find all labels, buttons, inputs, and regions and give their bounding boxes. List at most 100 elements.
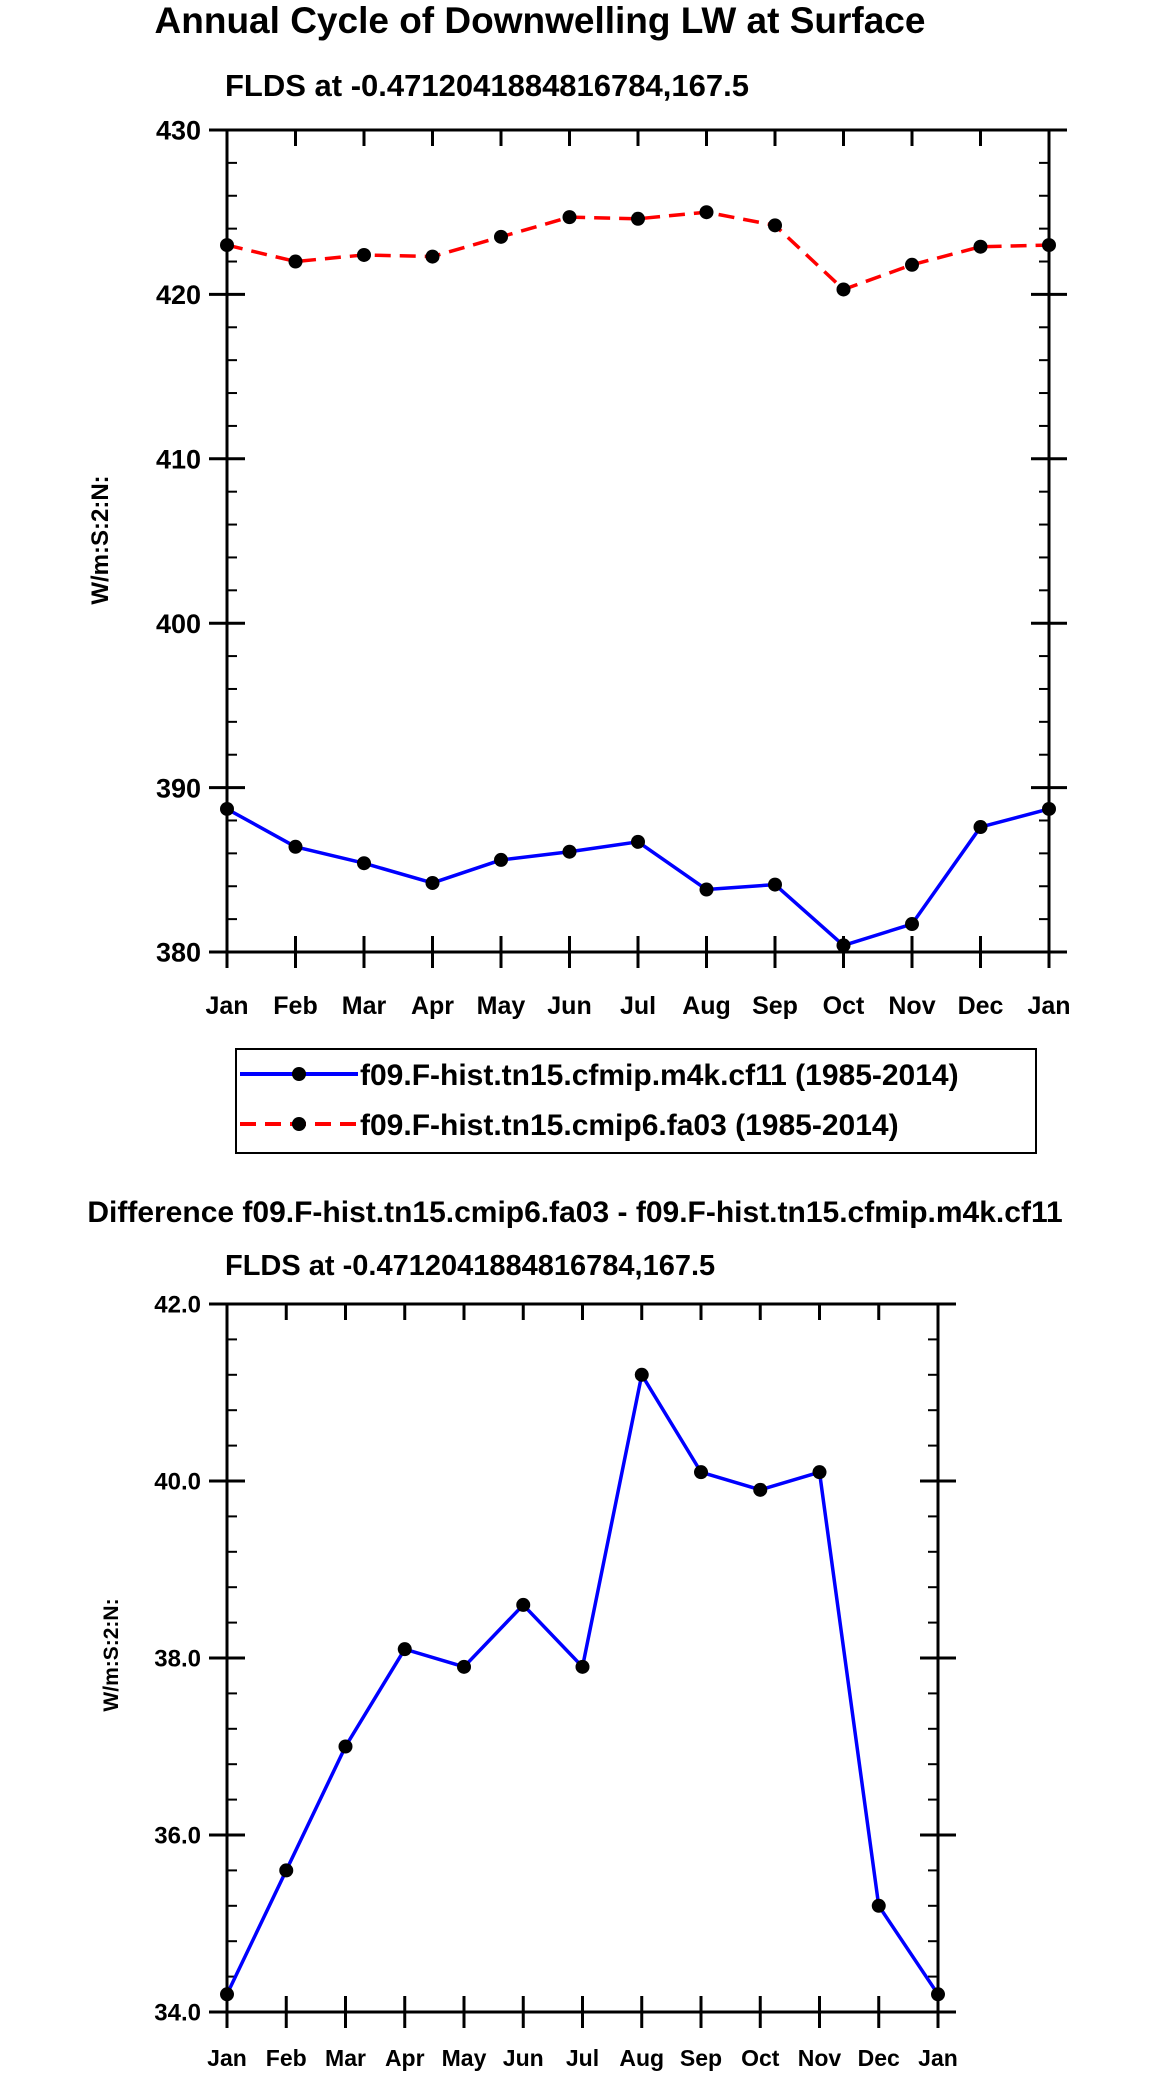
top-chart-series-2-point <box>220 238 234 253</box>
legend: f09.F-hist.tn15.cfmip.m4k.cf11 (1985-201… <box>235 1048 1037 1154</box>
top-chart-xtick-label: Jan <box>205 992 248 1020</box>
top-chart-ytick-label: 380 <box>156 938 201 968</box>
bottom-chart-series-1-point <box>279 1863 294 1878</box>
top-chart-tick-labels: Jan Feb Mar Apr May Jun Jul Aug Sep Oct Nov Dec Jan3… <box>156 116 1071 1020</box>
top-chart-series-1-point <box>288 839 303 854</box>
bottom-chart-xtick-label: Sep <box>680 2045 722 2071</box>
top-chart-xtick-label: Nov <box>888 992 935 1020</box>
top-chart-series-1-point <box>1042 801 1056 816</box>
top-chart-xtick-label: Sep <box>752 992 798 1020</box>
top-chart-series-2-point <box>1042 238 1056 253</box>
bottom-chart-xtick-label: Jun <box>503 2045 544 2071</box>
bottom-chart-ytick-label: 40.0 <box>154 1469 201 1496</box>
top-chart-xtick-label: Jan <box>1027 992 1070 1020</box>
top-chart-series-group <box>220 205 1056 953</box>
bottom-chart-series-1-point <box>694 1465 708 1480</box>
bottom-chart: Difference f09.F-hist.tn15.cmip6.fa03 - … <box>87 1196 1062 2071</box>
bottom-chart-series-1-line <box>225 1373 940 1996</box>
top-chart-xtick-label: Aug <box>682 992 731 1020</box>
top-chart-series-1-point <box>357 856 371 871</box>
top-chart-series-2-point <box>768 218 782 233</box>
bottom-chart-series-1-point <box>457 1659 471 1674</box>
top-chart-title: Annual Cycle of Downwelling LW at Surfac… <box>155 0 926 41</box>
bottom-chart-title: Difference f09.F-hist.tn15.cmip6.fa03 - … <box>87 1196 1062 1229</box>
bottom-chart-series-1-point <box>575 1659 590 1674</box>
top-chart-series-1-point <box>699 882 714 897</box>
bottom-chart-xtick-label: Nov <box>798 2045 842 2071</box>
top-chart-series-1-point <box>631 834 645 849</box>
bottom-chart-series-1-point <box>516 1597 531 1612</box>
top-chart-series-1-point <box>905 917 919 932</box>
bottom-chart-xtick-label: Jan <box>207 2045 247 2071</box>
bottom-chart-xtick-label: Dec <box>858 2045 900 2071</box>
legend-label-series-2: f09.F-hist.tn15.cmip6.fa03 (1985-2014) <box>360 1109 899 1142</box>
bottom-chart-axes <box>209 1302 956 2028</box>
top-chart-series-2-point <box>425 249 440 264</box>
bottom-chart-xtick-label: Feb <box>266 2045 307 2071</box>
top-chart-series-1-line <box>226 807 1050 948</box>
top-chart-series-1-point <box>220 801 234 816</box>
legend-box <box>235 1048 1037 1154</box>
top-chart-ylabel: W/m:S:2:N: <box>87 475 114 604</box>
bottom-chart-plot-frame <box>225 1302 940 2014</box>
bottom-chart-xtick-label: Oct <box>741 2045 780 2071</box>
bottom-chart-series-1-point <box>634 1367 649 1382</box>
top-chart: Annual Cycle of Downwelling LW at Surfac… <box>87 0 1071 1020</box>
bottom-chart-ytick-label: 42.0 <box>154 1292 201 1319</box>
bottom-chart-xtick-label: Jan <box>918 2045 958 2071</box>
bottom-chart-xtick-label: Mar <box>325 2045 366 2071</box>
bottom-chart-series-group <box>220 1367 945 2002</box>
top-chart-series-1-point <box>562 844 577 859</box>
bottom-chart-subtitle: FLDS at -0.4712041884816784,167.5 <box>225 1250 715 1282</box>
top-chart-ytick-label: 430 <box>156 116 201 146</box>
top-chart-ytick-label: 420 <box>156 280 201 310</box>
top-chart-xtick-label: Apr <box>411 992 454 1020</box>
top-chart-subtitle: FLDS at -0.4712041884816784,167.5 <box>225 68 749 103</box>
top-chart-series-1-point <box>768 877 782 892</box>
top-chart-plot-frame <box>225 128 1051 954</box>
top-chart-xtick-label: Feb <box>273 992 317 1020</box>
bottom-chart-xtick-label: Aug <box>619 2045 664 2071</box>
top-chart-series-2-point <box>973 239 988 254</box>
bottom-chart-xtick-label: May <box>442 2045 487 2071</box>
top-chart-ytick-label: 410 <box>156 445 201 475</box>
top-chart-series-2-point <box>562 210 577 225</box>
legend-marker-series-1 <box>292 1067 306 1081</box>
top-chart-series-2-point <box>631 211 645 226</box>
top-chart-series-1-point <box>836 938 851 953</box>
bottom-chart-series-1-point <box>931 1987 945 2002</box>
legend-marker-series-2 <box>292 1117 306 1131</box>
top-chart-xtick-label: May <box>477 992 526 1020</box>
bottom-chart-series-1-point <box>753 1482 768 1497</box>
bottom-chart-ytick-label: 34.0 <box>154 2000 201 2027</box>
top-chart-xtick-label: Dec <box>958 992 1004 1020</box>
bottom-chart-ylabel: W/m:S:2:N: <box>100 1598 123 1711</box>
bottom-chart-ytick-label: 36.0 <box>154 1823 201 1850</box>
bottom-chart-xtick-label: Apr <box>385 2045 425 2071</box>
bottom-chart-ytick-label: 38.0 <box>154 1646 201 1673</box>
top-chart-series-2-point <box>357 247 371 262</box>
bottom-chart-xtick-label: Jul <box>566 2045 599 2071</box>
bottom-chart-tick-labels: Jan Feb Mar Apr May Jun Jul Aug Sep Oct Nov Dec Jan3… <box>154 1292 958 2071</box>
top-chart-series-1-point <box>494 852 508 867</box>
top-chart-series-2-point <box>905 257 919 272</box>
bottom-chart-series-1-point <box>812 1465 827 1480</box>
bottom-chart-series-1-point <box>871 1898 886 1913</box>
top-chart-series-1-point <box>973 820 988 835</box>
legend-label-series-1: f09.F-hist.tn15.cfmip.m4k.cf11 (1985-201… <box>360 1059 959 1092</box>
top-chart-series-2-point <box>836 282 851 297</box>
top-chart-axes <box>209 128 1067 968</box>
top-chart-series-2-point <box>288 254 303 269</box>
top-chart-ytick-label: 390 <box>156 773 201 803</box>
bottom-chart-series-1-point <box>338 1739 353 1754</box>
bottom-chart-series-1-point <box>397 1642 412 1657</box>
top-chart-xtick-label: Oct <box>823 992 865 1020</box>
top-chart-ytick-label: 400 <box>156 609 201 639</box>
top-chart-series-2-point <box>699 205 714 220</box>
top-chart-series-1-point <box>425 875 440 890</box>
top-chart-xtick-label: Mar <box>342 992 387 1020</box>
top-chart-xtick-label: Jun <box>547 992 591 1020</box>
bottom-chart-series-1-point <box>220 1987 234 2002</box>
top-chart-xtick-label: Jul <box>620 992 656 1020</box>
